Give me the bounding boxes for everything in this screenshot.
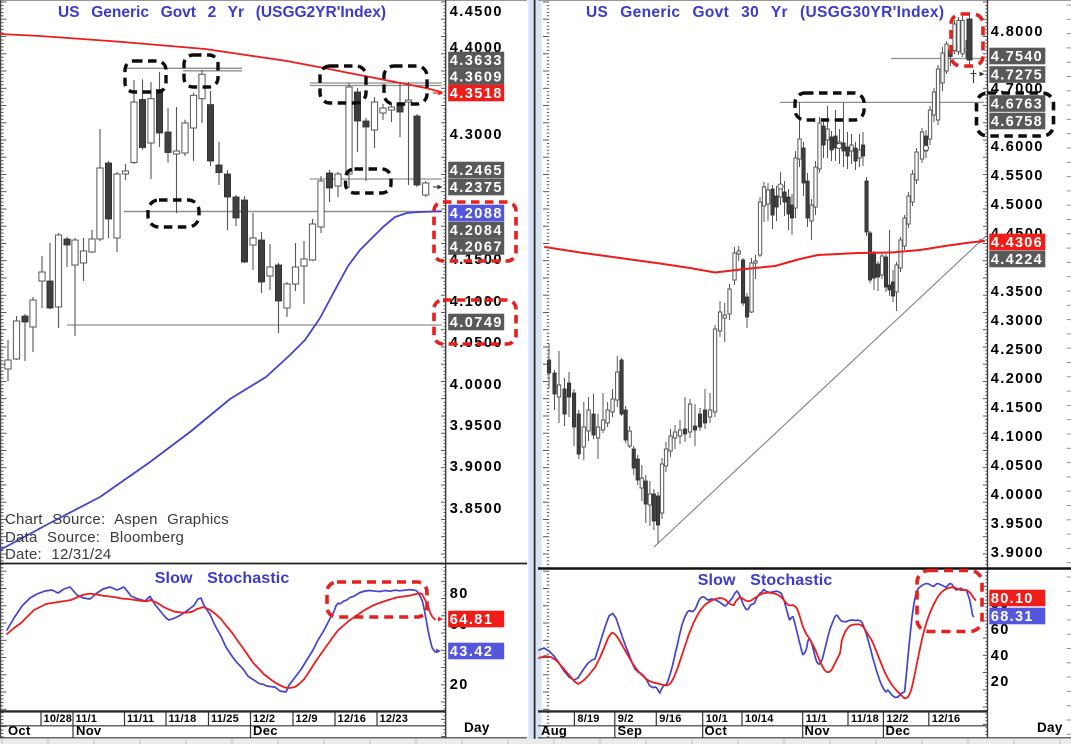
svg-text:4.3000: 4.3000 (991, 313, 1044, 329)
svg-text:3.9000: 3.9000 (450, 459, 503, 475)
svg-text:4.6763: 4.6763 (991, 97, 1043, 113)
svg-text:Slow Stochastic: Slow Stochastic (698, 572, 833, 589)
svg-text:64.81: 64.81 (450, 612, 494, 628)
svg-text:Chart Source: Aspen Graphic: Chart Source: Aspen Graphics (5, 511, 229, 528)
svg-text:3.9500: 3.9500 (991, 516, 1044, 532)
svg-text:4.2000: 4.2000 (991, 371, 1044, 387)
svg-text:8/19: 8/19 (577, 713, 599, 725)
svg-text:4.1000: 4.1000 (450, 294, 503, 310)
svg-text:4.3609: 4.3609 (450, 70, 503, 86)
svg-text:43.42: 43.42 (450, 644, 494, 660)
svg-text:4.3633: 4.3633 (450, 53, 503, 69)
svg-text:3.8500: 3.8500 (450, 501, 503, 517)
svg-text:80: 80 (450, 586, 469, 602)
svg-text:4.6000: 4.6000 (991, 139, 1044, 155)
svg-text:68.31: 68.31 (991, 609, 1034, 625)
svg-text:12/2: 12/2 (886, 713, 908, 725)
svg-text:80.10: 80.10 (991, 591, 1034, 607)
svg-text:10/14: 10/14 (745, 713, 774, 725)
svg-text:Day: Day (1037, 720, 1063, 735)
svg-text:4.4500: 4.4500 (450, 4, 503, 20)
svg-text:4.1000: 4.1000 (991, 429, 1044, 445)
svg-text:11/11: 11/11 (127, 713, 154, 725)
svg-text:Data Source: Bloomberg: Data Source: Bloomberg (5, 529, 184, 546)
svg-text:11/25: 11/25 (211, 713, 239, 725)
svg-text:12/23: 12/23 (380, 713, 409, 725)
svg-text:60: 60 (991, 622, 1010, 638)
svg-text:10/28: 10/28 (44, 713, 73, 725)
svg-text:20: 20 (450, 677, 469, 693)
svg-text:4.0500: 4.0500 (991, 458, 1044, 474)
svg-text:4.4306: 4.4306 (991, 235, 1043, 251)
svg-text:4.1500: 4.1500 (991, 400, 1044, 416)
svg-text:11/1: 11/1 (806, 713, 828, 725)
svg-text:Slow Stochastic: Slow Stochastic (155, 570, 290, 587)
svg-text:4.2465: 4.2465 (450, 163, 503, 179)
svg-text:10/1: 10/1 (706, 713, 728, 725)
svg-text:3.9500: 3.9500 (450, 418, 503, 434)
svg-text:20: 20 (991, 674, 1010, 690)
svg-text:4.0000: 4.0000 (991, 487, 1044, 503)
svg-text:11/18: 11/18 (851, 713, 879, 725)
svg-text:9/16: 9/16 (659, 713, 681, 725)
svg-text:US Generic Govt 30 Yr (USGG30Y: US Generic Govt 30 Yr (USGG30YR'Index) (586, 4, 944, 21)
svg-text:12/16: 12/16 (932, 713, 961, 725)
svg-text:Dec: Dec (253, 723, 278, 738)
svg-text:11/18: 11/18 (169, 713, 197, 725)
svg-text:4.0749: 4.0749 (450, 315, 503, 331)
svg-text:4.5000: 4.5000 (991, 197, 1044, 213)
svg-text:4.2375: 4.2375 (450, 180, 503, 196)
svg-text:Nov: Nov (805, 723, 831, 738)
svg-text:4.3500: 4.3500 (991, 284, 1044, 300)
svg-text:Oct: Oct (8, 723, 31, 738)
svg-text:4.3000: 4.3000 (450, 127, 503, 143)
svg-text:4.1500: 4.1500 (450, 252, 503, 268)
svg-text:4.2088: 4.2088 (450, 206, 503, 222)
svg-text:4.2084: 4.2084 (450, 223, 503, 239)
svg-text:Day: Day (464, 720, 490, 735)
svg-text:US Generic Govt 2 Yr (USGG2YR': US Generic Govt 2 Yr (USGG2YR'Index) (58, 4, 386, 21)
svg-text:Date: 12/31/24: Date: 12/31/24 (5, 546, 111, 563)
svg-text:11/1: 11/1 (76, 713, 98, 725)
svg-text:Oct: Oct (705, 723, 728, 738)
svg-text:9/2: 9/2 (618, 713, 634, 725)
svg-text:4.3518: 4.3518 (450, 86, 503, 102)
svg-text:4.6758: 4.6758 (991, 114, 1043, 130)
svg-text:Nov: Nov (76, 723, 102, 738)
svg-text:Sep: Sep (618, 723, 643, 738)
svg-text:4.5500: 4.5500 (991, 168, 1044, 184)
svg-text:12/16: 12/16 (338, 713, 367, 725)
svg-text:4.0500: 4.0500 (450, 335, 503, 351)
svg-text:Dec: Dec (886, 723, 911, 738)
svg-text:40: 40 (991, 648, 1010, 664)
svg-text:3.9000: 3.9000 (991, 545, 1044, 561)
svg-text:4.8000: 4.8000 (991, 24, 1044, 40)
svg-text:4.4224: 4.4224 (991, 252, 1043, 268)
svg-text:12/2: 12/2 (253, 713, 275, 725)
svg-text:Aug: Aug (541, 723, 567, 738)
svg-text:4.0000: 4.0000 (450, 377, 503, 393)
svg-text:12/9: 12/9 (296, 713, 318, 725)
svg-text:4.2067: 4.2067 (450, 240, 503, 256)
svg-text:4.7275: 4.7275 (991, 68, 1043, 84)
svg-text:4.2500: 4.2500 (991, 342, 1044, 358)
svg-text:4.7540: 4.7540 (991, 49, 1043, 65)
